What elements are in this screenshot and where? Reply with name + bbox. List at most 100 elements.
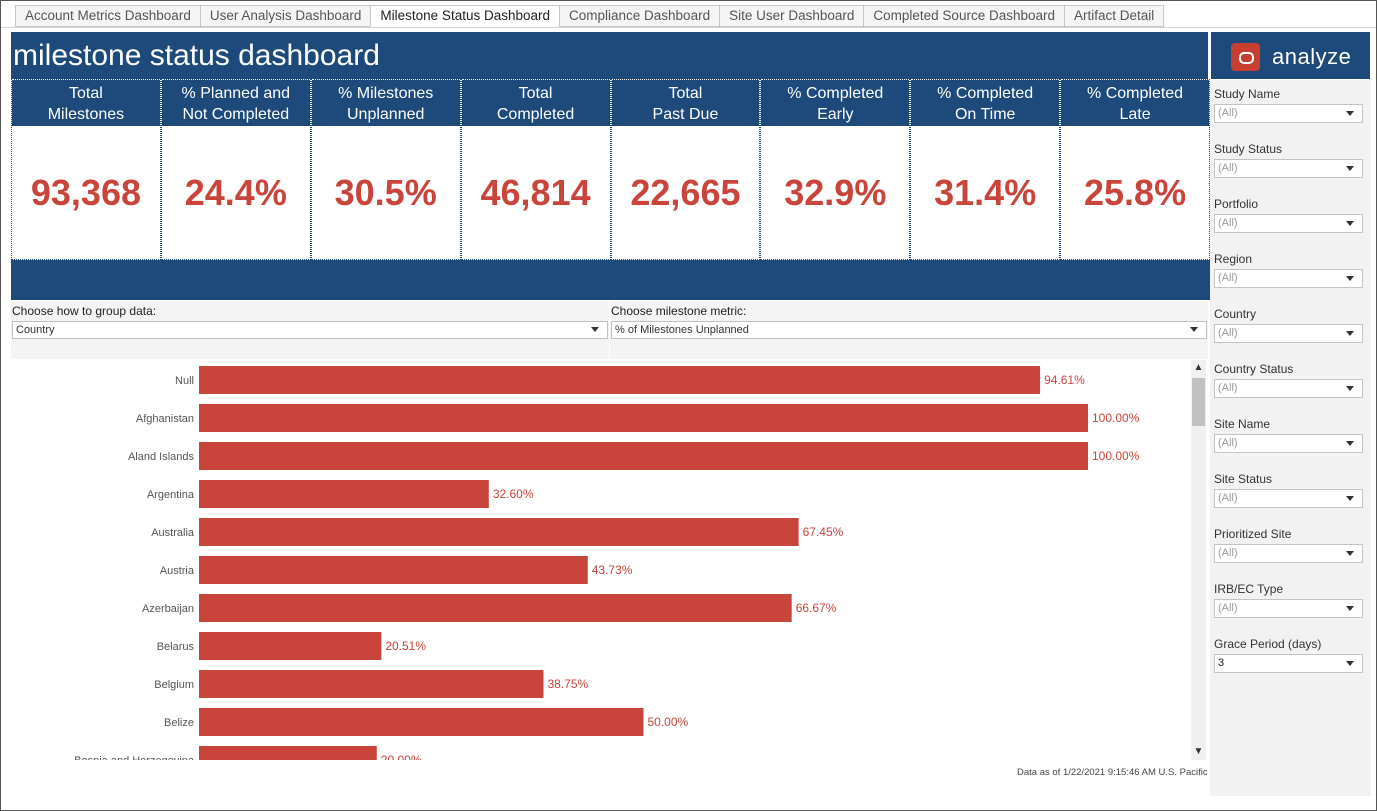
value-label: 38.75% <box>547 677 588 691</box>
chevron-down-icon <box>1346 166 1354 171</box>
filter-label: Country Status <box>1214 362 1294 376</box>
filter-study-status: Study Status (All) <box>1214 141 1363 178</box>
metric-select[interactable]: % of Milestones Unplanned <box>611 321 1207 339</box>
kpi-planned-not-completed[interactable]: % Planned and Not Completed 24.4% <box>160 79 311 260</box>
filter-value: (All) <box>1218 107 1238 119</box>
tab-artifact-detail[interactable]: Artifact Detail <box>1064 5 1165 27</box>
filter-label: Site Name <box>1214 417 1271 431</box>
bar[interactable] <box>199 708 644 736</box>
group-by-select[interactable]: Country <box>12 321 608 339</box>
tab-milestone-status[interactable]: Milestone Status Dashboard <box>370 5 559 27</box>
filter-label: IRB/EC Type <box>1214 582 1284 596</box>
tab-site-user[interactable]: Site User Dashboard <box>719 5 864 27</box>
scrollbar-thumb[interactable] <box>1192 378 1205 426</box>
filter-select[interactable]: (All) <box>1214 269 1363 288</box>
kpi-milestones-unplanned[interactable]: % Milestones Unplanned 30.5% <box>310 79 461 260</box>
filter-value: (All) <box>1218 217 1238 229</box>
bar[interactable] <box>199 746 377 760</box>
bar[interactable] <box>199 442 1088 470</box>
value-label: 43.73% <box>592 563 633 577</box>
kpi-label-line1: % Planned and <box>181 85 291 102</box>
category-label: Aland Islands <box>128 451 195 463</box>
category-label: Austria <box>160 565 195 577</box>
kpi-label-line2: Early <box>817 106 854 123</box>
kpi-total-completed[interactable]: Total Completed 46,814 <box>460 79 611 260</box>
filter-select[interactable]: (All) <box>1214 434 1363 453</box>
category-label: Azerbaijan <box>142 603 194 615</box>
filter-value: (All) <box>1218 162 1238 174</box>
filter-select[interactable]: 3 <box>1214 654 1363 673</box>
bar-chart: Null 94.61% Afghanistan 100.00% Aland Island… <box>11 360 1206 760</box>
filter-select[interactable]: (All) <box>1214 599 1363 618</box>
bar[interactable] <box>199 670 544 698</box>
value-label: 100.00% <box>1092 411 1140 425</box>
kpi-label-line2: Milestones <box>47 106 125 123</box>
chart-scrollbar[interactable]: ▲ ▼ <box>1191 360 1206 760</box>
filter-grace-period-days: Grace Period (days) 3 <box>1214 636 1363 673</box>
filter-select[interactable]: (All) <box>1214 104 1363 123</box>
data-timestamp: Data as of 1/22/2021 9:15:46 AM U.S. Pac… <box>1017 767 1208 778</box>
tab-bar: Account Metrics Dashboard User Analysis … <box>1 1 1376 28</box>
chevron-down-icon <box>1190 327 1198 332</box>
tab-account-metrics[interactable]: Account Metrics Dashboard <box>15 5 200 27</box>
kpi-label-line2: Not Completed <box>182 106 290 123</box>
bar[interactable] <box>199 556 588 584</box>
filter-select[interactable]: (All) <box>1214 324 1363 343</box>
scroll-down-icon[interactable]: ▼ <box>1193 746 1204 757</box>
filter-country-status: Country Status (All) <box>1214 361 1363 398</box>
group-by-control: Choose how to group data: Country <box>11 301 609 359</box>
kpi-label-line1: % Completed <box>787 85 884 102</box>
filter-select[interactable]: (All) <box>1214 544 1363 563</box>
filter-select[interactable]: (All) <box>1214 489 1363 508</box>
tab-user-analysis[interactable]: User Analysis Dashboard <box>199 5 371 27</box>
kpi-value: 30.5% <box>311 126 460 259</box>
kpi-value: 46,814 <box>461 126 610 259</box>
bar[interactable] <box>199 518 799 546</box>
value-label: 20.00% <box>381 753 422 760</box>
kpi-value: 31.4% <box>911 126 1060 259</box>
filter-site-status: Site Status (All) <box>1214 471 1363 508</box>
bar[interactable] <box>199 480 489 508</box>
tab-compliance[interactable]: Compliance Dashboard <box>559 5 720 27</box>
value-label: 20.51% <box>385 639 426 653</box>
chevron-down-icon <box>1346 661 1354 666</box>
bar[interactable] <box>199 632 382 660</box>
scroll-up-icon[interactable]: ▲ <box>1193 362 1204 373</box>
filter-label: Grace Period (days) <box>1214 637 1322 651</box>
filter-select[interactable]: (All) <box>1214 159 1363 178</box>
bar[interactable] <box>199 594 792 622</box>
category-label: Australia <box>151 527 195 539</box>
dashboard-canvas: milestone status dashboard analyze Total… <box>9 30 1371 796</box>
chevron-down-icon <box>1346 331 1354 336</box>
filter-select[interactable]: (All) <box>1214 214 1363 233</box>
filter-select[interactable]: (All) <box>1214 379 1363 398</box>
chevron-down-icon <box>1346 276 1354 281</box>
header-divider-band <box>11 260 1210 300</box>
kpi-completed-on-time[interactable]: % Completed On Time 31.4% <box>910 79 1061 260</box>
kpi-label-line1: % Completed <box>1087 85 1184 102</box>
kpi-completed-early[interactable]: % Completed Early 32.9% <box>760 79 911 260</box>
kpi-row: Total Milestones 93,368 % Planned and Not … <box>11 79 1210 260</box>
chevron-down-icon <box>591 327 599 332</box>
kpi-total-milestones[interactable]: Total Milestones 93,368 <box>11 79 161 260</box>
kpi-label-line1: Total <box>518 85 553 102</box>
filter-portfolio: Portfolio (All) <box>1214 196 1363 233</box>
kpi-label: Total Completed <box>461 79 610 126</box>
bar[interactable] <box>199 404 1088 432</box>
kpi-value: 22,665 <box>611 126 760 259</box>
category-label: Bosnia and Herzegovina <box>74 755 195 760</box>
chevron-down-icon <box>1346 441 1354 446</box>
kpi-completed-late[interactable]: % Completed Late 25.8% <box>1060 79 1210 260</box>
filter-label: Portfolio <box>1214 197 1259 211</box>
tab-completed-source[interactable]: Completed Source Dashboard <box>863 5 1064 27</box>
kpi-value: 32.9% <box>761 126 910 259</box>
kpi-label-line2: Late <box>1119 106 1151 123</box>
kpi-label: % Completed On Time <box>911 79 1060 126</box>
value-label: 66.67% <box>796 601 837 615</box>
kpi-total-past-due[interactable]: Total Past Due 22,665 <box>610 79 761 260</box>
kpi-label: % Milestones Unplanned <box>311 79 460 126</box>
kpi-label: Total Past Due <box>611 79 760 126</box>
filter-label: Study Status <box>1214 142 1283 156</box>
bar[interactable] <box>199 366 1041 394</box>
filter-label: Country <box>1214 307 1257 321</box>
